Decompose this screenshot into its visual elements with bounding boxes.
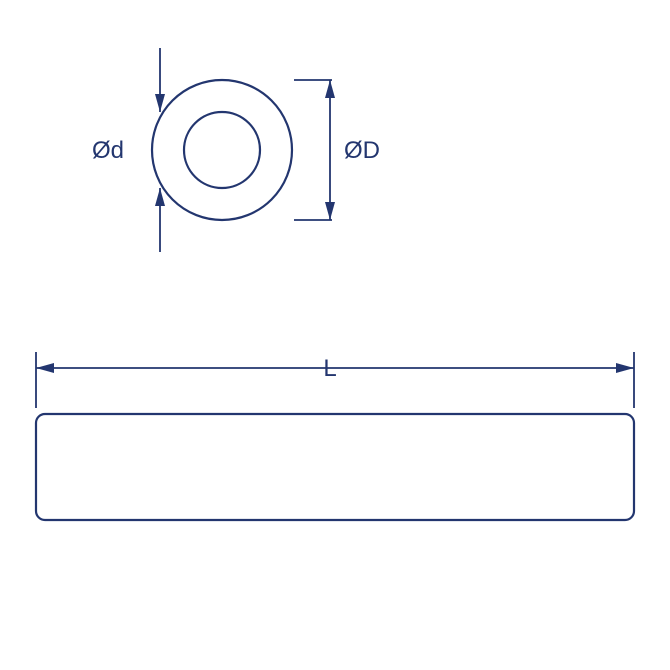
arrow-left-icon — [36, 363, 54, 373]
side-view-rect — [36, 414, 634, 520]
arrow-down-icon — [325, 202, 335, 220]
arrow-up-icon — [325, 80, 335, 98]
dim-inner-diameter: Ød — [92, 48, 165, 252]
arrow-up-icon — [155, 188, 165, 206]
technical-drawing: Ød ØD L — [0, 0, 670, 670]
label-inner-diameter: Ød — [92, 137, 124, 164]
dim-length: L — [36, 352, 634, 408]
label-length: L — [323, 355, 336, 382]
arrow-down-icon — [155, 94, 165, 112]
label-outer-diameter: ØD — [344, 137, 380, 164]
inner-circle — [184, 112, 260, 188]
arrow-right-icon — [616, 363, 634, 373]
outer-circle — [152, 80, 292, 220]
dim-outer-diameter: ØD — [294, 80, 380, 220]
